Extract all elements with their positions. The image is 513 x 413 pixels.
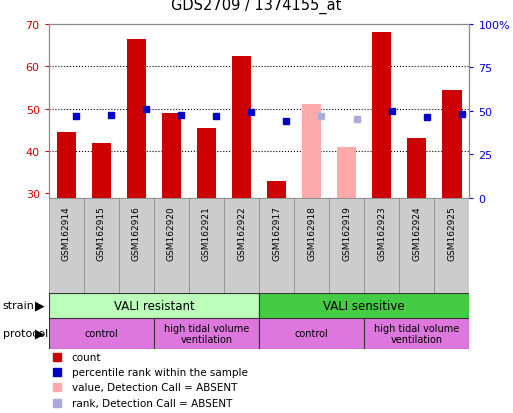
Text: GSM162923: GSM162923 [377,206,386,261]
Text: GSM162916: GSM162916 [132,206,141,261]
Text: GSM162925: GSM162925 [447,206,457,261]
Bar [259,198,294,293]
Bar [49,293,259,318]
Bar [294,198,329,293]
Bar [364,198,399,293]
Text: GSM162924: GSM162924 [412,206,421,260]
Text: high tidal volume
ventilation: high tidal volume ventilation [374,323,460,344]
Bar [162,114,181,198]
Text: value, Detection Call = ABSENT: value, Detection Call = ABSENT [72,382,237,392]
Text: VALI sensitive: VALI sensitive [323,299,405,312]
Bar [127,40,146,198]
Bar [259,293,469,318]
Text: strain: strain [3,301,34,311]
Text: GSM162921: GSM162921 [202,206,211,261]
Text: ▶: ▶ [35,299,45,312]
Bar [49,318,154,349]
Text: GSM162917: GSM162917 [272,206,281,261]
Bar [259,318,364,349]
Bar [56,133,76,198]
Bar [224,198,259,293]
Text: VALI resistant: VALI resistant [113,299,194,312]
Text: control: control [85,328,118,339]
Text: count: count [72,352,102,362]
Text: GSM162914: GSM162914 [62,206,71,261]
Bar [84,198,119,293]
Bar [329,198,364,293]
Bar [197,128,216,198]
Text: ▶: ▶ [35,327,45,340]
Text: high tidal volume
ventilation: high tidal volume ventilation [164,323,249,344]
Text: percentile rank within the sample: percentile rank within the sample [72,367,248,377]
Text: protocol: protocol [3,328,48,339]
Bar [435,198,469,293]
Bar [442,90,462,198]
Bar [267,181,286,198]
Text: rank, Detection Call = ABSENT: rank, Detection Call = ABSENT [72,398,232,408]
Text: GSM162918: GSM162918 [307,206,316,261]
Text: GSM162919: GSM162919 [342,206,351,261]
Bar [154,198,189,293]
Bar [232,57,251,198]
Bar [154,318,259,349]
Bar [49,198,84,293]
Bar [337,147,357,198]
Text: GSM162915: GSM162915 [97,206,106,261]
Bar [92,143,111,198]
Text: control: control [295,328,328,339]
Bar [302,105,321,198]
Text: GSM162920: GSM162920 [167,206,176,261]
Bar [189,198,224,293]
Bar [364,318,469,349]
Bar [372,33,391,198]
Bar [399,198,435,293]
Bar [119,198,154,293]
Text: GSM162922: GSM162922 [237,206,246,260]
Bar [407,139,426,198]
Text: GDS2709 / 1374155_at: GDS2709 / 1374155_at [171,0,342,14]
